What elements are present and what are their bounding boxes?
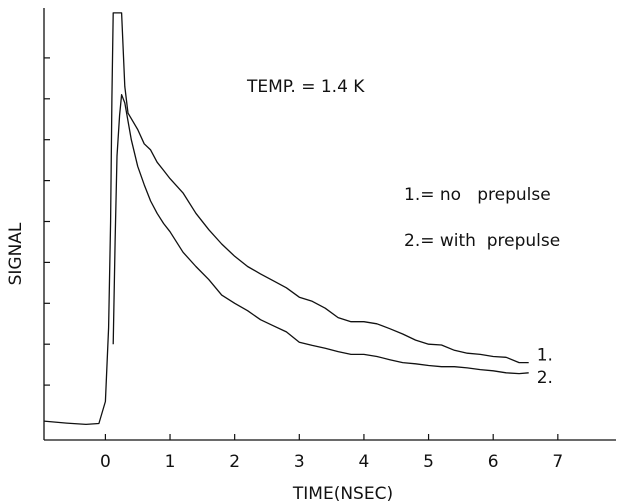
temperature-annotation: TEMP. = 1.4 K (246, 77, 365, 97)
series-2-line (112, 94, 529, 375)
legend-entry-2: 2.= with prepulse (404, 231, 560, 251)
x-tick-label-4: 4 (359, 452, 370, 472)
y-axis-title: SIGNAL (6, 222, 26, 285)
series-end-labels: 1.2. (537, 346, 553, 388)
x-tick-label-7: 7 (552, 452, 563, 472)
x-tick-label-6: 6 (488, 452, 499, 472)
series-2-end-label: 2. (537, 368, 553, 388)
legend-entry-1: 1.= no prepulse (404, 185, 551, 205)
x-tick-label-2: 2 (229, 452, 240, 472)
series-1-end-label: 1. (537, 346, 553, 366)
x-axis-tick-labels: 0 1 2 3 4 5 6 7 (100, 452, 563, 472)
x-tick-label-1: 1 (165, 452, 176, 472)
y-axis-ticks (44, 57, 50, 386)
x-tick-label-3: 3 (294, 452, 305, 472)
series-1-line (43, 12, 529, 426)
x-tick-label-5: 5 (423, 452, 434, 472)
x-axis-title: TIME(NSEC) (292, 484, 393, 504)
x-tick-label-0: 0 (100, 452, 111, 472)
x-axis-ticks (104, 434, 559, 440)
series-group (43, 12, 529, 426)
plot-area: 0 1 2 3 4 5 6 7 1.2. (43, 8, 616, 472)
